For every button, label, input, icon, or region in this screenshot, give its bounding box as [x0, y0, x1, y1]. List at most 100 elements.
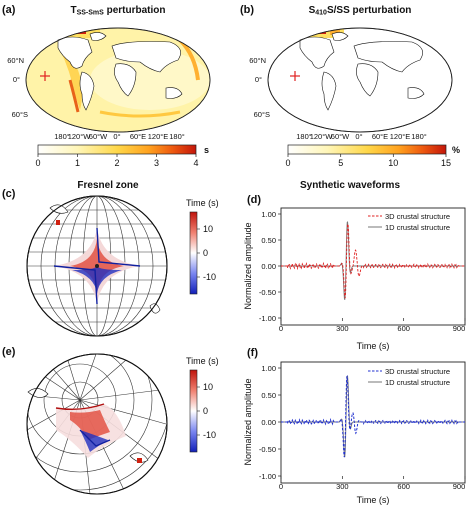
- panel-e-cbar-tick-0: 0: [203, 406, 208, 416]
- panel-d-legend: 3D crustal structure 1D crustal structur…: [368, 212, 450, 232]
- panel-b-letter: (b): [240, 4, 254, 16]
- panel-f-legend-1d: 1D crustal structure: [385, 378, 450, 387]
- y-tick-label: 1.00: [261, 364, 276, 373]
- panel-f-xlabel: Time (s): [357, 495, 390, 505]
- panel-b-lon-labels: 180° 120°W 60°W 0° 60°E 120°E 180°: [296, 132, 427, 141]
- svg-text:60°E: 60°E: [372, 132, 388, 141]
- svg-text:60°E: 60°E: [130, 132, 146, 141]
- panel-a-map: [25, 27, 211, 133]
- panel-f-legend-3d: 3D crustal structure: [385, 367, 450, 376]
- svg-text:0°: 0°: [113, 132, 120, 141]
- x-tick-label: 0: [279, 482, 283, 491]
- panel-b: (b) S410S/SS perturbation: [240, 4, 460, 168]
- panel-a-continents: [57, 32, 183, 111]
- panel-c: (c) Fresnel zone: [2, 180, 219, 337]
- panel-d-x-ticks: 0 300 600 900: [279, 318, 466, 333]
- panel-c-globe: [26, 195, 168, 337]
- svg-text:0°: 0°: [355, 132, 362, 141]
- panel-f-series-3d: [281, 375, 465, 458]
- panel-d-legend-1d: 1D crustal structure: [385, 223, 450, 232]
- svg-text:60°W: 60°W: [89, 132, 108, 141]
- panel-d-ylabel: Normalized amplitude: [243, 222, 253, 309]
- x-tick-label: 900: [453, 482, 466, 491]
- panel-e-station-marker: [137, 458, 142, 463]
- panel-e-letter: (e): [2, 346, 16, 358]
- x-tick-label: 0: [279, 324, 283, 333]
- svg-text:180°: 180°: [54, 132, 70, 141]
- panel-b-map: [267, 27, 453, 133]
- panel-d-title: Synthetic waveforms: [300, 180, 400, 191]
- panel-e-cbar-label: Time (s): [186, 356, 219, 366]
- panel-b-cbar-tick-0: 0: [285, 158, 290, 168]
- y-tick-label: -1.00: [259, 314, 276, 323]
- panel-c-cbar-tick-0: 0: [203, 248, 208, 258]
- panel-e-colorbar: Time (s) 10 0 -10: [186, 356, 219, 453]
- panel-c-fresnel: [53, 227, 141, 305]
- x-tick-label: 600: [397, 324, 410, 333]
- panel-a-lat-60s: 60°S: [12, 110, 28, 119]
- panel-c-cbar-tick-neg10: -10: [203, 272, 216, 282]
- svg-text:120°W: 120°W: [310, 132, 334, 141]
- y-tick-label: -1.00: [259, 472, 276, 481]
- panel-a-cbar-tick-4: 4: [193, 158, 198, 168]
- y-tick-label: 0.50: [261, 391, 276, 400]
- panel-b-cbar-tick-2: 10: [388, 158, 398, 168]
- y-tick-label: -0.50: [259, 445, 276, 454]
- panel-d-series-3d: [281, 223, 465, 299]
- panel-d-legend-3d: 3D crustal structure: [385, 212, 450, 221]
- panel-a-cbar-tick-2: 2: [114, 158, 119, 168]
- panel-e-coast-2: [129, 452, 149, 463]
- svg-text:120°E: 120°E: [148, 132, 169, 141]
- y-tick-label: 0.00: [261, 418, 276, 427]
- panel-b-continents: [299, 32, 425, 111]
- panel-f-x-ticks: 0 300 600 900: [279, 476, 466, 491]
- svg-text:180°: 180°: [169, 132, 185, 141]
- svg-text:120°W: 120°W: [68, 132, 92, 141]
- panel-a-cbar-tick-1: 1: [75, 158, 80, 168]
- panel-c-coast-2: [149, 303, 161, 314]
- x-tick-label: 900: [453, 324, 466, 333]
- panel-c-letter: (c): [2, 188, 16, 200]
- panel-e: (e): [2, 346, 219, 495]
- panel-a-cbar-tick-3: 3: [154, 158, 159, 168]
- panel-c-cbar-label: Time (s): [186, 198, 219, 208]
- panel-d-y-ticks: 1.00 0.50 0.00 -0.50 -1.00: [259, 210, 281, 323]
- svg-text:180°: 180°: [296, 132, 312, 141]
- panel-f: (f) 1.00 0.50 0.00 -0.50 -1.00 0 300 600 900 No…: [243, 347, 466, 505]
- x-tick-label: 600: [397, 482, 410, 491]
- panel-b-lat-0: 0°: [255, 75, 262, 84]
- panel-b-cbar-unit: %: [452, 145, 460, 155]
- y-tick-label: 1.00: [261, 210, 276, 219]
- panel-c-colorbar: Time (s) 10 0 -10: [186, 198, 219, 295]
- panel-b-lat-60s: 60°S: [254, 110, 270, 119]
- panel-a-lat-60n: 60°N: [7, 56, 24, 65]
- panel-e-cbar-tick-neg10: -10: [203, 430, 216, 440]
- panel-e-cbar-tick-10: 10: [203, 382, 213, 392]
- panel-a-cbar-unit: s: [204, 145, 209, 155]
- svg-text:60°W: 60°W: [331, 132, 350, 141]
- panel-f-y-ticks: 1.00 0.50 0.00 -0.50 -1.00: [259, 364, 281, 481]
- panel-a-cbar-tick-0: 0: [35, 158, 40, 168]
- svg-text:120°E: 120°E: [390, 132, 411, 141]
- panel-f-ylabel: Normalized amplitude: [243, 378, 253, 465]
- panel-a: (a) TSS-SmS perturbation: [2, 4, 211, 168]
- panel-a-colorbar: 0 1 2 3 4 s: [35, 144, 209, 168]
- y-tick-label: 0.00: [261, 262, 276, 271]
- panel-b-cbar-tick-1: 5: [338, 158, 343, 168]
- panel-b-colorbar: 0 5 10 15 %: [285, 144, 460, 168]
- panel-d: (d) Synthetic waveforms 1.00 0.50 0.00 -0.5…: [243, 180, 466, 351]
- panel-b-source-marker: [290, 71, 300, 81]
- panel-b-cbar-tick-3: 15: [441, 158, 451, 168]
- y-tick-label: 0.50: [261, 236, 276, 245]
- panel-b-title: S410S/SS perturbation: [309, 5, 412, 17]
- panel-b-lat-60n: 60°N: [249, 56, 266, 65]
- panel-a-title: TSS-SmS perturbation: [70, 5, 165, 17]
- panel-a-letter: (a): [2, 4, 16, 16]
- x-tick-label: 300: [336, 324, 349, 333]
- panel-e-fresnel: [55, 403, 126, 458]
- svg-text:180°: 180°: [411, 132, 427, 141]
- panel-c-coast: [49, 204, 69, 214]
- panel-f-legend: 3D crustal structure 1D crustal structur…: [368, 367, 450, 387]
- panel-a-source-marker: [40, 71, 50, 81]
- panel-d-xlabel: Time (s): [357, 341, 390, 351]
